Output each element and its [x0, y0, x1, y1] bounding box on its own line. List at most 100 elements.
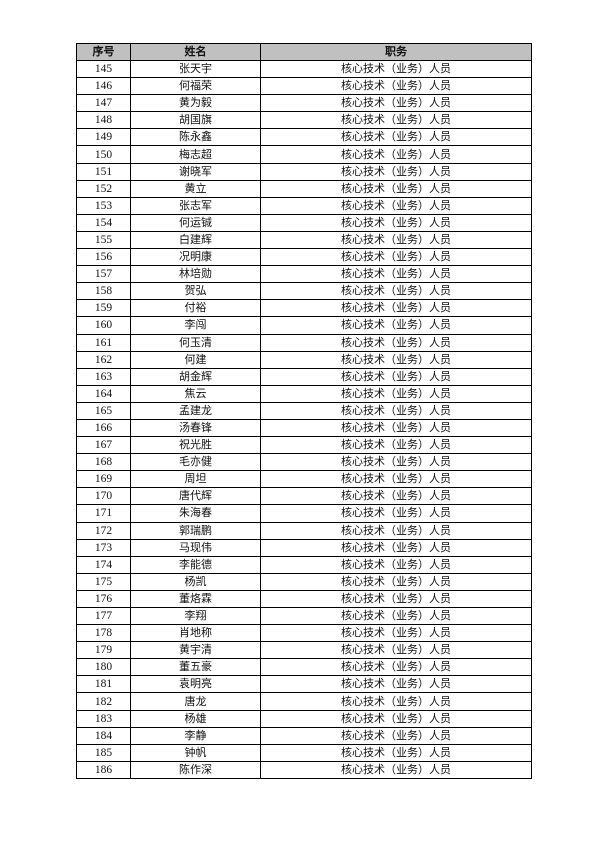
- cell-position: 核心技术（业务）人员: [260, 726, 532, 745]
- cell-index: 159: [76, 299, 131, 318]
- cell-index: 152: [76, 179, 131, 198]
- cell-index: 149: [76, 128, 131, 147]
- cell-position: 核心技术（业务）人员: [260, 145, 532, 164]
- table-row: 168 毛亦健 核心技术（业务）人员: [76, 453, 532, 472]
- cell-name: 周坦: [130, 470, 261, 489]
- cell-index: 151: [76, 162, 131, 181]
- cell-index: 178: [76, 624, 131, 643]
- cell-name: 贺弘: [130, 282, 261, 301]
- cell-position: 核心技术（业务）人员: [260, 487, 532, 506]
- cell-index: 175: [76, 572, 131, 591]
- cell-name: 唐代辉: [130, 487, 261, 506]
- cell-position: 核心技术（业务）人员: [260, 316, 532, 335]
- cell-position: 核心技术（业务）人员: [260, 692, 532, 711]
- table-row: 148 胡国旗 核心技术（业务）人员: [76, 111, 532, 130]
- cell-index: 177: [76, 606, 131, 626]
- cell-position: 核心技术（业务）人员: [260, 589, 532, 609]
- cell-position: 核心技术（业务）人员: [260, 128, 532, 147]
- table-row: 173 马现伟 核心技术（业务）人员: [76, 538, 532, 557]
- table-row: 147 黄为毅 核心技术（业务）人员: [76, 94, 532, 113]
- cell-position: 核心技术（业务）人员: [260, 709, 532, 728]
- cell-position: 核心技术（业务）人员: [260, 606, 532, 626]
- cell-name: 钟帆: [130, 743, 261, 762]
- cell-index: 170: [76, 487, 131, 506]
- table-row: 165 孟建龙 核心技术（业务）人员: [76, 401, 532, 420]
- table-row: 182 唐龙 核心技术（业务）人员: [76, 692, 532, 711]
- table-row: 161 何玉清 核心技术（业务）人员: [76, 333, 532, 352]
- cell-name: 胡国旗: [130, 111, 261, 130]
- cell-name: 何福荣: [130, 77, 261, 96]
- cell-position: 核心技术（业务）人员: [260, 350, 532, 369]
- cell-index: 148: [76, 111, 131, 130]
- cell-index: 165: [76, 401, 131, 420]
- cell-index: 176: [76, 589, 131, 609]
- cell-position: 核心技术（业务）人员: [260, 555, 532, 574]
- table-row: 176 董烙霖 核心技术（业务）人员: [76, 589, 532, 609]
- cell-position: 核心技术（业务）人员: [260, 675, 532, 694]
- cell-name: 李能德: [130, 555, 261, 574]
- table-row: 155 白建辉 核心技术（业务）人员: [76, 230, 532, 250]
- cell-name: 袁明亮: [130, 675, 261, 694]
- table-row: 159 付裕 核心技术（业务）人员: [76, 299, 532, 318]
- cell-name: 黄宇清: [130, 641, 261, 660]
- table-row: 184 李静 核心技术（业务）人员: [76, 726, 532, 745]
- cell-index: 179: [76, 641, 131, 660]
- cell-name: 马现伟: [130, 538, 261, 557]
- cell-position: 核心技术（业务）人员: [260, 743, 532, 762]
- table-row: 166 汤春锋 核心技术（业务）人员: [76, 418, 532, 438]
- table-row: 151 谢晓军 核心技术（业务）人员: [76, 162, 532, 181]
- cell-index: 184: [76, 726, 131, 745]
- cell-position: 核心技术（业务）人员: [260, 504, 532, 523]
- cell-position: 核心技术（业务）人员: [260, 196, 532, 215]
- cell-index: 173: [76, 538, 131, 557]
- cell-name: 李静: [130, 726, 261, 745]
- cell-position: 核心技术（业务）人员: [260, 213, 532, 232]
- cell-index: 153: [76, 196, 131, 215]
- cell-index: 147: [76, 94, 131, 113]
- cell-name: 杨雄: [130, 709, 261, 728]
- table-header-row: 序号 姓名 职务: [76, 43, 532, 61]
- cell-index: 180: [76, 658, 131, 677]
- cell-index: 172: [76, 521, 131, 540]
- cell-index: 156: [76, 248, 131, 267]
- cell-position: 核心技术（业务）人员: [260, 333, 532, 352]
- cell-position: 核心技术（业务）人员: [260, 418, 532, 438]
- cell-name: 董烙霖: [130, 589, 261, 609]
- table-row: 171 朱海春 核心技术（业务）人员: [76, 504, 532, 523]
- cell-position: 核心技术（业务）人员: [260, 248, 532, 267]
- cell-name: 黄立: [130, 179, 261, 198]
- table-row: 162 何建 核心技术（业务）人员: [76, 350, 532, 369]
- cell-position: 核心技术（业务）人员: [260, 59, 532, 79]
- cell-position: 核心技术（业务）人员: [260, 436, 532, 455]
- table-row: 167 祝光胜 核心技术（业务）人员: [76, 436, 532, 455]
- cell-position: 核心技术（业务）人员: [260, 401, 532, 420]
- cell-position: 核心技术（业务）人员: [260, 367, 532, 386]
- cell-index: 164: [76, 384, 131, 403]
- cell-position: 核心技术（业务）人员: [260, 282, 532, 301]
- cell-name: 何玉清: [130, 333, 261, 352]
- cell-name: 孟建龙: [130, 401, 261, 420]
- cell-position: 核心技术（业务）人员: [260, 179, 532, 198]
- cell-name: 胡金辉: [130, 367, 261, 386]
- cell-index: 166: [76, 418, 131, 438]
- cell-index: 171: [76, 504, 131, 523]
- header-index: 序号: [76, 43, 131, 61]
- cell-index: 169: [76, 470, 131, 489]
- cell-name: 汤春锋: [130, 418, 261, 438]
- table-row: 153 张志军 核心技术（业务）人员: [76, 196, 532, 215]
- table-row: 181 袁明亮 核心技术（业务）人员: [76, 675, 532, 694]
- table-row: 149 陈永鑫 核心技术（业务）人员: [76, 128, 532, 147]
- cell-name: 何运铖: [130, 213, 261, 232]
- table-row: 174 李能德 核心技术（业务）人员: [76, 555, 532, 574]
- cell-index: 158: [76, 282, 131, 301]
- table-row: 157 林培勋 核心技术（业务）人员: [76, 265, 532, 284]
- cell-position: 核心技术（业务）人员: [260, 94, 532, 113]
- cell-name: 祝光胜: [130, 436, 261, 455]
- cell-index: 160: [76, 316, 131, 335]
- table-row: 185 钟帆 核心技术（业务）人员: [76, 743, 532, 762]
- cell-index: 154: [76, 213, 131, 232]
- cell-index: 185: [76, 743, 131, 762]
- cell-index: 168: [76, 453, 131, 472]
- cell-name: 黄为毅: [130, 94, 261, 113]
- cell-index: 155: [76, 230, 131, 250]
